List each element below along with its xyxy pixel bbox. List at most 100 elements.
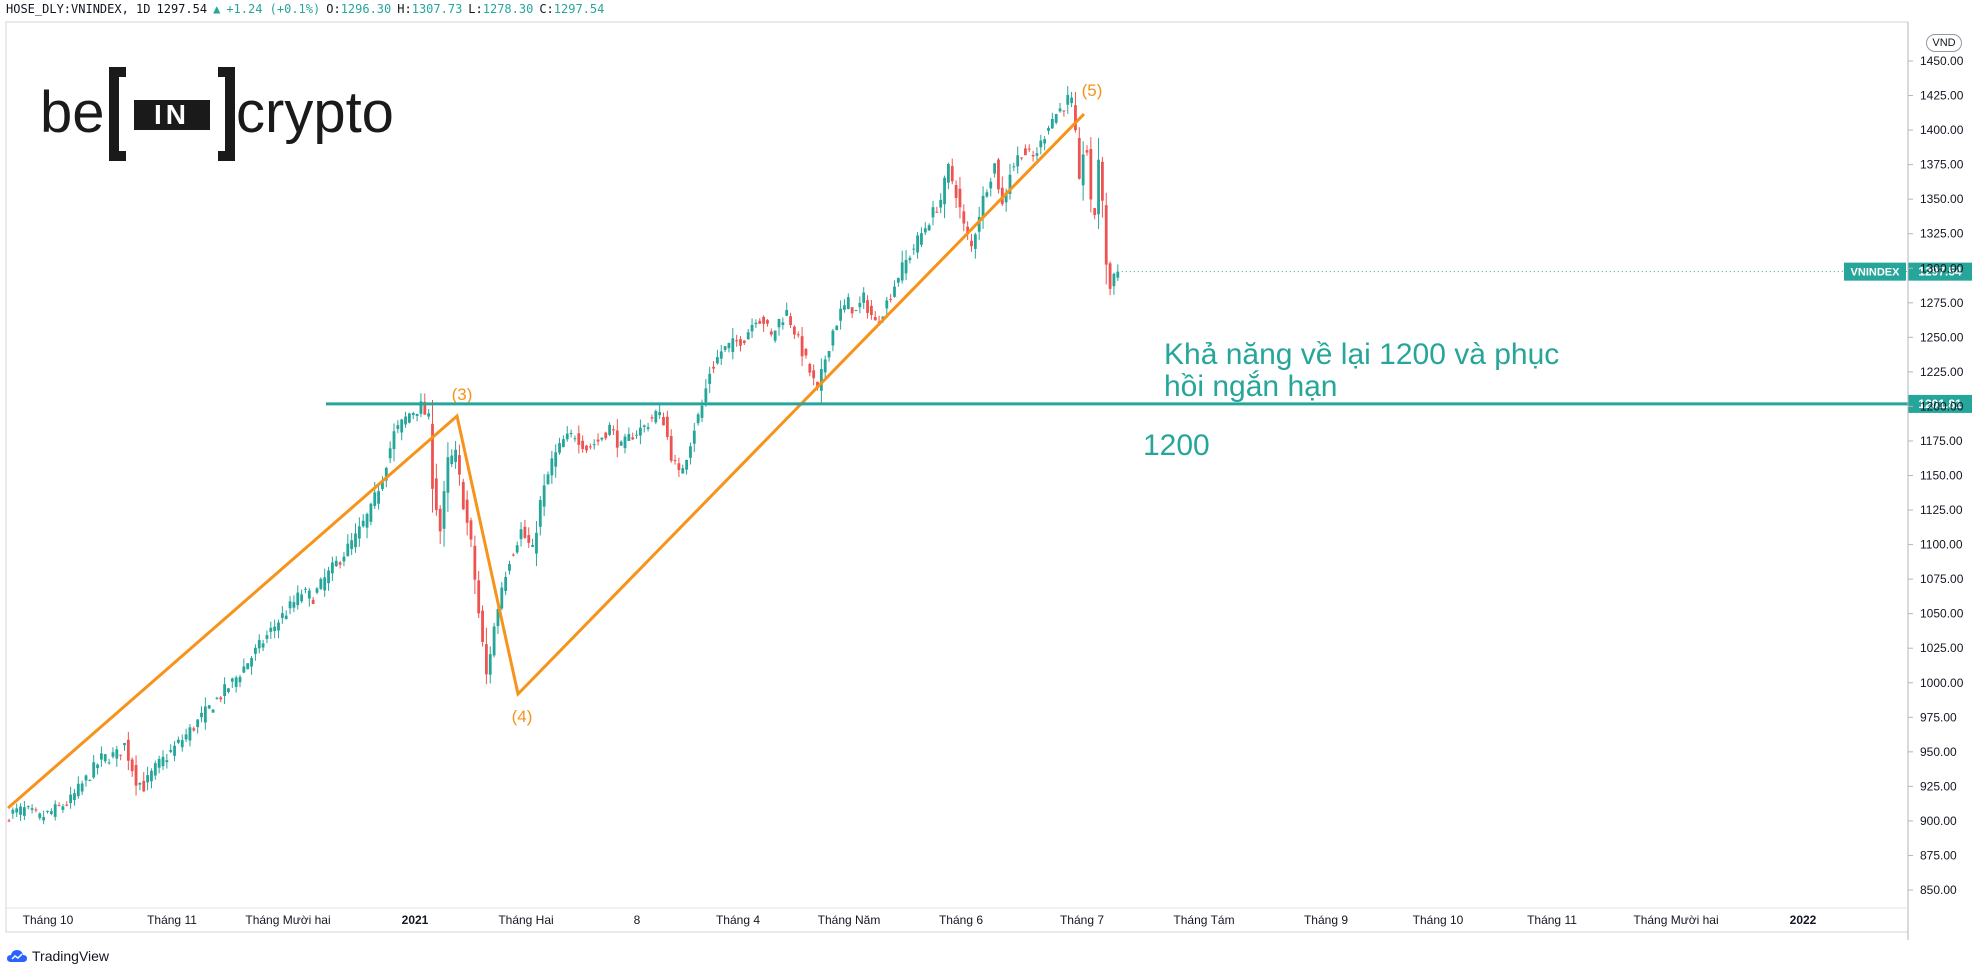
candle bbox=[177, 736, 180, 745]
candle-body bbox=[284, 615, 288, 619]
candle-body bbox=[119, 754, 123, 756]
price-tick-label: 1100.00 bbox=[1920, 538, 1963, 552]
price-axis[interactable]: 850.00 875.00 900.00 925.00 950.00 975.00 1000… bbox=[1907, 22, 1964, 940]
open-value: 1296.30 bbox=[340, 2, 392, 16]
candle bbox=[365, 512, 369, 539]
logo-crypto: crypto bbox=[236, 80, 394, 145]
candle-body bbox=[384, 467, 388, 481]
candle bbox=[619, 440, 623, 446]
candle-body bbox=[893, 286, 896, 297]
candle bbox=[1047, 125, 1050, 135]
candle bbox=[280, 606, 284, 624]
support-level[interactable]: 1201.81 VNINDEX 1297.54 bbox=[326, 262, 1972, 413]
candle bbox=[827, 350, 831, 362]
candle-body bbox=[84, 775, 88, 781]
candle bbox=[893, 280, 896, 298]
candle-body bbox=[773, 330, 777, 341]
candle bbox=[431, 400, 434, 513]
time-tick-label: Tháng 10 bbox=[1413, 913, 1464, 927]
candle-body bbox=[76, 783, 80, 797]
candle bbox=[130, 757, 134, 777]
candle-body bbox=[465, 499, 469, 523]
time-tick-label: Tháng 7 bbox=[1060, 913, 1104, 927]
wave-label: (5) bbox=[1082, 81, 1103, 100]
candle-body bbox=[735, 340, 739, 342]
candle bbox=[973, 232, 977, 259]
candle bbox=[565, 426, 569, 442]
candle bbox=[1043, 136, 1047, 151]
candle bbox=[211, 709, 215, 713]
candle bbox=[38, 812, 42, 821]
candle-body bbox=[23, 807, 26, 816]
candle bbox=[411, 411, 415, 420]
candle bbox=[612, 425, 615, 435]
high-label: H: bbox=[397, 2, 412, 16]
candle bbox=[454, 440, 457, 469]
candle-body bbox=[712, 366, 715, 369]
candle-body bbox=[800, 336, 804, 357]
candle bbox=[488, 646, 492, 684]
candle-body bbox=[681, 468, 685, 474]
time-axis[interactable]: Tháng 10 Tháng 11 Tháng Mười hai 2021 Tháng … bbox=[6, 907, 1908, 927]
candle bbox=[750, 318, 754, 338]
candle bbox=[165, 753, 169, 769]
time-tick-label: Tháng 11 bbox=[1527, 913, 1577, 927]
candle-body bbox=[804, 349, 808, 356]
annotation-line-1: Khả năng về lại 1200 và phục bbox=[1164, 338, 1559, 371]
candle-body bbox=[346, 543, 350, 557]
candle bbox=[442, 480, 446, 547]
candle bbox=[962, 204, 966, 232]
tradingview-brand[interactable]: TradingView bbox=[6, 944, 109, 968]
currency-unit-badge[interactable]: VND bbox=[1926, 34, 1962, 52]
candle bbox=[485, 627, 488, 685]
candle bbox=[288, 596, 292, 615]
candle bbox=[569, 429, 573, 438]
candle-body bbox=[1062, 110, 1066, 112]
time-tick-label: Tháng 6 bbox=[939, 913, 983, 927]
candle bbox=[300, 589, 303, 604]
candle bbox=[631, 432, 635, 440]
candle-body bbox=[234, 677, 238, 687]
candle-body bbox=[1020, 157, 1023, 159]
candle-body bbox=[365, 513, 369, 528]
candle bbox=[26, 805, 30, 810]
time-tick-label: Tháng 4 bbox=[716, 913, 760, 927]
candle-body bbox=[908, 257, 912, 261]
candle bbox=[292, 595, 296, 613]
candle bbox=[381, 476, 384, 491]
candle-body bbox=[689, 446, 692, 458]
candle-body bbox=[750, 324, 754, 332]
candle bbox=[931, 200, 935, 226]
candle bbox=[800, 327, 804, 367]
candle-body bbox=[192, 728, 196, 731]
candle-body bbox=[608, 424, 611, 435]
price-tick-label: 975.00 bbox=[1920, 710, 1957, 724]
candle-body bbox=[411, 413, 415, 416]
candle-body bbox=[962, 211, 966, 224]
level-1200-text: 1200 bbox=[1143, 429, 1210, 462]
candle bbox=[766, 318, 769, 327]
candle bbox=[1008, 163, 1012, 200]
candle bbox=[1020, 157, 1023, 161]
candle bbox=[939, 193, 943, 214]
candle bbox=[727, 342, 731, 353]
candle-body bbox=[731, 338, 735, 352]
candle-body bbox=[1112, 273, 1116, 287]
candle-body bbox=[53, 804, 57, 817]
candle bbox=[1097, 137, 1100, 229]
price-tick-label: 1250.00 bbox=[1920, 330, 1964, 344]
candle bbox=[354, 523, 357, 553]
price-tick-label: 1350.00 bbox=[1920, 192, 1964, 206]
candle bbox=[835, 325, 839, 331]
candle bbox=[269, 621, 273, 639]
candle bbox=[96, 763, 99, 775]
candle-body bbox=[550, 458, 554, 476]
candle bbox=[696, 412, 700, 426]
candle-body bbox=[323, 577, 327, 591]
candle bbox=[850, 306, 854, 319]
candle bbox=[742, 340, 746, 345]
candle bbox=[219, 695, 223, 703]
candle-body bbox=[469, 520, 473, 540]
candle-body bbox=[850, 307, 854, 314]
